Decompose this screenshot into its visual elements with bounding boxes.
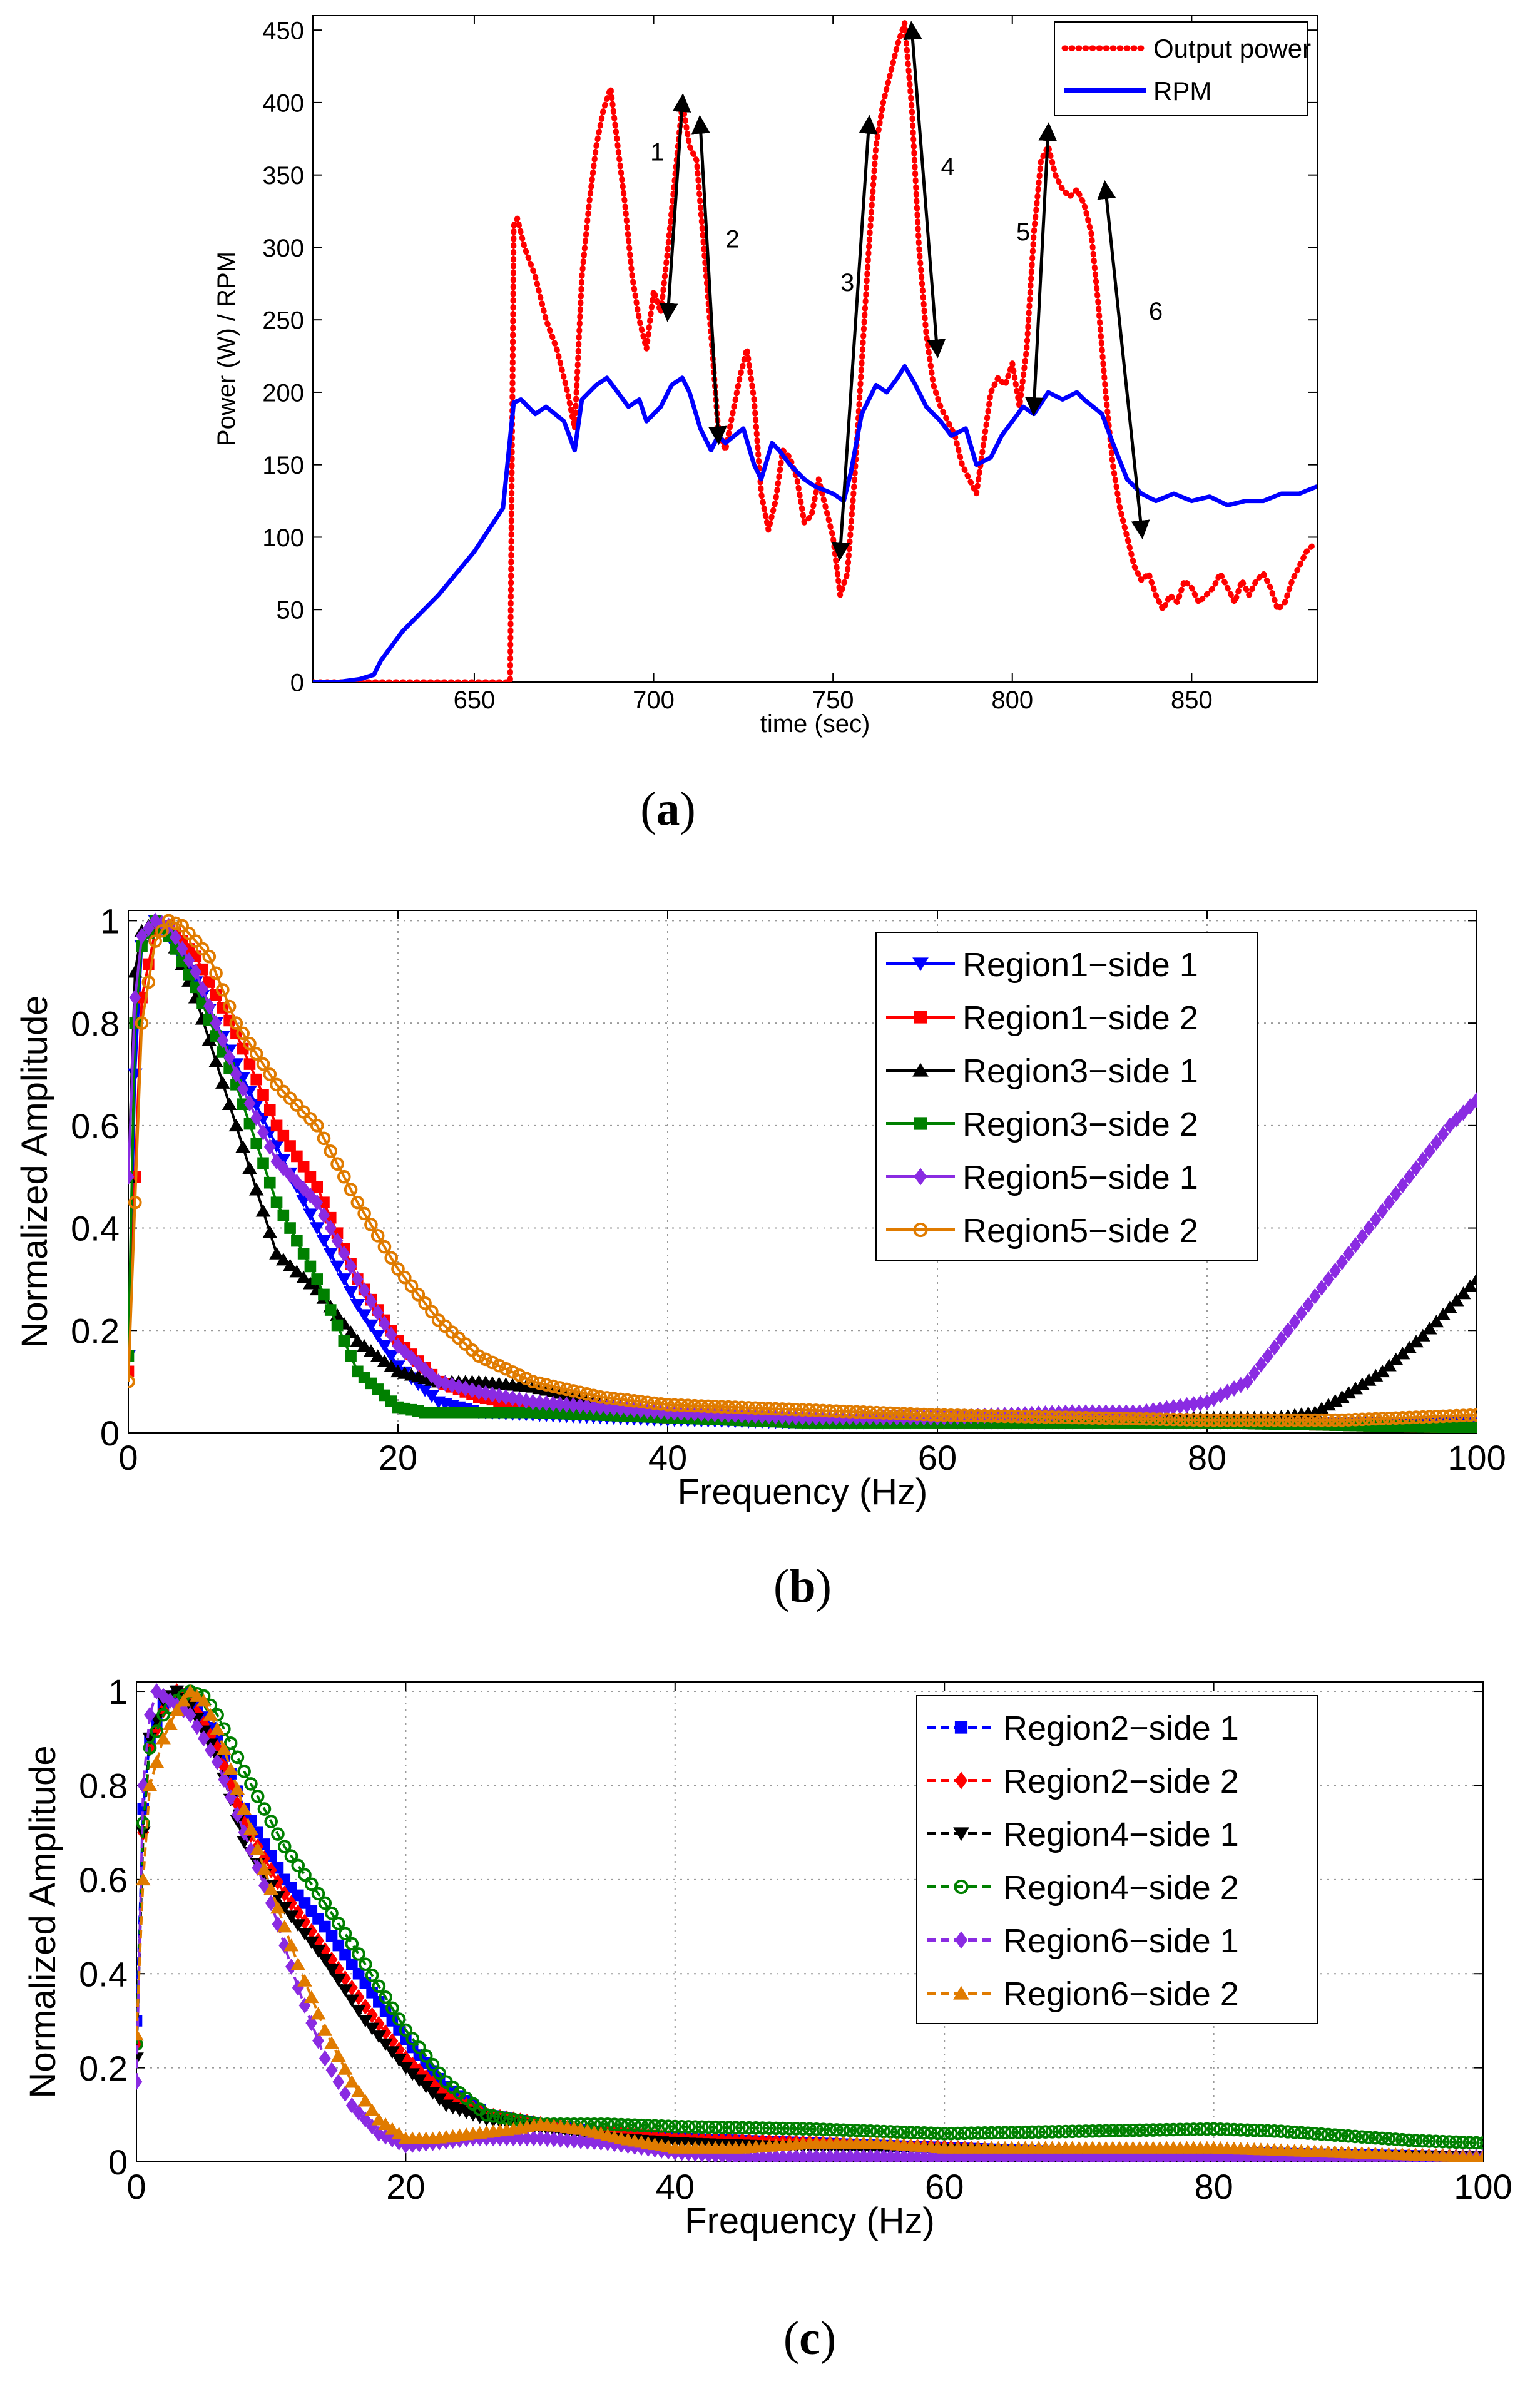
legend-label: Region1−side 2: [962, 999, 1198, 1037]
data-point: [298, 1248, 309, 1260]
legend-label: Region4−side 1: [1003, 1816, 1239, 1853]
annotation-label: 3: [840, 269, 854, 297]
y-tick-label: 0.8: [71, 1004, 120, 1043]
data-point: [251, 1138, 262, 1149]
x-tick-label: 100: [1447, 1438, 1506, 1477]
x-tick-label: 0: [126, 2167, 146, 2206]
legend-label: Output power: [1153, 34, 1311, 63]
y-tick-label: 250: [262, 307, 304, 335]
legend-label: Region6−side 1: [1003, 1922, 1239, 1960]
y-tick-label: 0.8: [79, 1766, 128, 1806]
annotation-label: 1: [650, 139, 664, 166]
x-tick-label: 80: [1194, 2167, 1233, 2206]
data-point: [251, 1074, 262, 1085]
legend-label: Region6−side 2: [1003, 1975, 1239, 2013]
legend-marker: [914, 1011, 926, 1023]
data-point: [325, 1305, 336, 1316]
legend-label: Region2−side 2: [1003, 1763, 1239, 1800]
data-point: [244, 1059, 255, 1070]
annotation-label: 2: [726, 225, 740, 253]
data-point: [258, 1158, 269, 1169]
data-point: [312, 1181, 323, 1193]
legend-label: RPM: [1153, 76, 1211, 106]
x-tick-label: 700: [633, 686, 675, 714]
x-tick-label: 0: [118, 1438, 138, 1477]
annotation-label: 5: [1016, 218, 1030, 246]
legend-marker: [914, 1118, 926, 1129]
y-tick-label: 300: [262, 235, 304, 262]
y-tick-label: 1: [100, 902, 120, 941]
y-tick-label: 0: [100, 1414, 120, 1453]
data-point: [332, 1320, 343, 1331]
y-tick-label: 150: [262, 452, 304, 479]
y-tick-label: 50: [277, 597, 305, 624]
data-point: [264, 1177, 275, 1188]
y-axis-label: Normalized Amplitude: [23, 1745, 63, 2098]
annotation-label: 4: [941, 153, 954, 181]
x-tick-label: 650: [454, 686, 496, 714]
y-tick-label: 0.6: [71, 1106, 120, 1146]
data-point: [319, 1289, 330, 1300]
y-tick-label: 0.6: [79, 1860, 128, 1900]
panel-b: 02040608010000.20.40.60.81Frequency (Hz)…: [14, 902, 1506, 1612]
data-point: [264, 1104, 275, 1116]
data-point: [278, 1210, 289, 1221]
panel-c: 02040608010000.20.40.60.81Frequency (Hz)…: [23, 1672, 1512, 2365]
y-tick-label: 0.2: [71, 1311, 120, 1350]
legend-label: Region3−side 1: [962, 1052, 1198, 1090]
data-point: [258, 1089, 269, 1101]
legend-label: Region3−side 2: [962, 1106, 1198, 1143]
data-point: [339, 1335, 350, 1347]
legend-label: Region5−side 1: [962, 1159, 1198, 1196]
y-tick-label: 350: [262, 162, 304, 190]
y-tick-label: 450: [262, 18, 304, 45]
x-tick-label: 850: [1171, 686, 1213, 714]
x-axis-label: Frequency (Hz): [685, 2201, 935, 2241]
x-tick-label: 20: [379, 1438, 417, 1477]
legend-label: Region1−side 1: [962, 946, 1198, 984]
legend-label: Region4−side 2: [1003, 1869, 1239, 1907]
panel-caption: (a): [640, 783, 696, 835]
data-point: [271, 1197, 282, 1208]
legend-label: Region5−side 2: [962, 1212, 1198, 1250]
data-point: [312, 1274, 323, 1285]
y-tick-label: 0: [290, 669, 304, 696]
x-tick-label: 80: [1188, 1438, 1226, 1477]
data-point: [305, 1261, 316, 1272]
data-point: [345, 1350, 357, 1362]
data-point: [285, 1141, 296, 1152]
y-tick-label: 0.2: [79, 2049, 128, 2088]
y-tick-label: 0.4: [79, 1954, 128, 1994]
y-tick-label: 0.4: [71, 1209, 120, 1248]
y-tick-label: 100: [262, 524, 304, 552]
data-point: [278, 1130, 289, 1141]
data-point: [292, 1151, 303, 1162]
data-point: [305, 1171, 316, 1183]
panel-a: 6507007508008500501001502002503003504004…: [213, 16, 1317, 835]
y-axis-label: Normalized Amplitude: [14, 995, 55, 1348]
y-axis-label: Power (W) / RPM: [213, 252, 240, 446]
y-tick-label: 0: [108, 2142, 128, 2182]
data-point: [292, 1235, 303, 1246]
x-axis-label: Frequency (Hz): [678, 1472, 928, 1512]
y-tick-label: 400: [262, 89, 304, 117]
panel-caption: (c): [783, 2312, 836, 2365]
annotation-label: 6: [1149, 298, 1163, 325]
data-point: [298, 1161, 309, 1173]
x-tick-label: 100: [1454, 2167, 1512, 2206]
data-point: [271, 1120, 282, 1131]
data-point: [1471, 1422, 1482, 1434]
x-axis-label: time (sec): [760, 710, 870, 738]
data-point: [285, 1223, 296, 1234]
x-tick-label: 800: [991, 686, 1033, 714]
y-tick-label: 200: [262, 379, 304, 407]
legend-label: Region2−side 1: [1003, 1709, 1239, 1747]
y-tick-label: 1: [108, 1672, 128, 1711]
legend-marker: [955, 1721, 967, 1733]
x-tick-label: 20: [386, 2167, 425, 2206]
panel-caption: (b): [773, 1560, 832, 1612]
